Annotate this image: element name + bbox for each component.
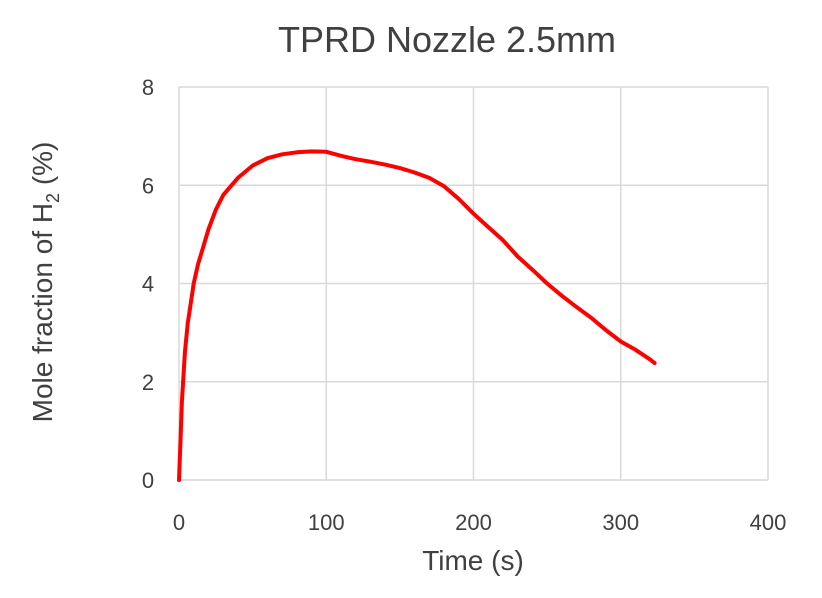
x-axis-label: Time (s): [422, 545, 524, 576]
y-axis-label-suffix: (%): [27, 142, 58, 193]
y-tick-label: 6: [142, 173, 154, 198]
x-tick-label: 100: [308, 510, 345, 535]
x-tick-label: 0: [173, 510, 185, 535]
x-tick-label: 400: [750, 510, 787, 535]
y-tick-label: 2: [142, 370, 154, 395]
chart-title: TPRD Nozzle 2.5mm: [278, 19, 616, 60]
y-tick-labels: 0 2 4 6 8: [142, 75, 154, 493]
y-tick-label: 8: [142, 75, 154, 100]
y-tick-label: 4: [142, 272, 154, 297]
x-tick-labels: 0 100 200 300 400: [173, 510, 786, 535]
y-axis-label-subscript: 2: [43, 193, 63, 203]
y-axis-label-prefix: Mole fraction of H: [27, 203, 58, 422]
x-tick-label: 300: [602, 510, 639, 535]
y-axis-label: Mole fraction of H2 (%): [27, 142, 63, 423]
y-tick-label: 0: [142, 468, 154, 493]
series-layer: [177, 149, 657, 482]
x-tick-label: 200: [455, 510, 492, 535]
series-line: [177, 149, 657, 482]
grid-lines: [178, 86, 769, 481]
